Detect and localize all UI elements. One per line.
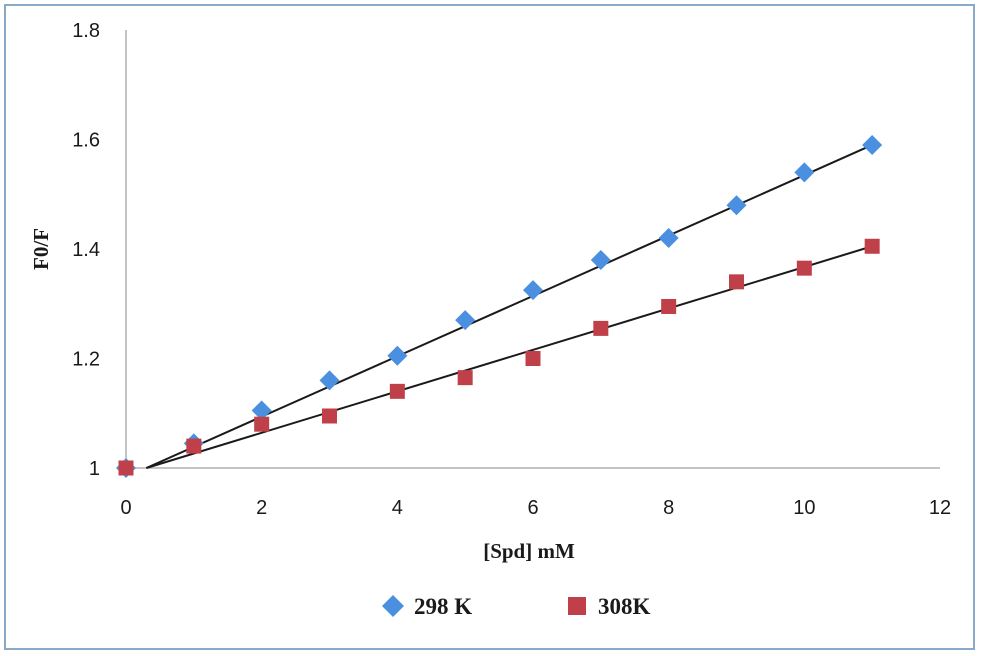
data-point-square <box>525 351 541 366</box>
data-point-square <box>389 383 405 399</box>
legend-item-298k: 298 K <box>382 594 472 619</box>
legend-label-298k: 298 K <box>414 594 472 619</box>
data-point-diamond <box>590 249 611 270</box>
x-tick-labels: 0 2 4 6 8 10 12 <box>120 497 951 519</box>
x-tick-label: 6 <box>527 497 538 519</box>
x-tick-label: 8 <box>663 497 674 519</box>
y-tick-label: 1.4 <box>72 239 100 261</box>
data-point-square <box>796 260 812 276</box>
data-points <box>116 134 883 478</box>
data-point-square <box>457 370 473 386</box>
axes <box>125 30 940 469</box>
data-point-square <box>322 408 337 424</box>
x-tick-label: 12 <box>929 497 951 519</box>
y-tick-label: 1.8 <box>72 20 100 42</box>
data-point-square <box>661 298 677 314</box>
data-point-square <box>254 416 270 432</box>
y-tick-label: 1.2 <box>72 349 100 371</box>
legend-marker-square <box>568 597 586 615</box>
y-tick-label: 1 <box>89 458 100 480</box>
data-point-square <box>186 438 202 454</box>
data-point-diamond <box>523 280 543 301</box>
y-tick-label: 1.6 <box>72 130 100 152</box>
data-point-square <box>118 460 134 476</box>
y-tick-labels: 1 1.2 1.4 1.6 1.8 <box>72 20 100 480</box>
legend: 298 K 308K <box>382 594 651 619</box>
chart-frame <box>4 4 975 650</box>
data-point-square <box>729 274 744 290</box>
legend-item-308k: 308K <box>568 594 651 619</box>
data-point-diamond <box>387 345 408 366</box>
trendline-square <box>146 245 873 469</box>
x-tick-label: 2 <box>256 497 267 519</box>
data-point-diamond <box>455 310 476 331</box>
data-point-square <box>593 320 609 336</box>
data-point-diamond <box>251 400 272 421</box>
legend-label-308k: 308K <box>598 594 651 619</box>
x-tick-label: 10 <box>793 497 815 519</box>
data-point-diamond <box>319 370 340 391</box>
data-point-diamond <box>794 162 815 183</box>
data-point-diamond <box>658 228 679 249</box>
y-axis-title: F0/F <box>29 228 53 270</box>
x-axis-title: [Spd] mM <box>483 539 575 563</box>
x-tick-label: 0 <box>120 497 131 519</box>
data-point-square <box>864 238 880 254</box>
x-tick-label: 4 <box>392 497 403 519</box>
legend-marker-diamond <box>382 595 404 617</box>
data-point-diamond <box>726 195 747 216</box>
data-point-diamond <box>862 134 883 155</box>
